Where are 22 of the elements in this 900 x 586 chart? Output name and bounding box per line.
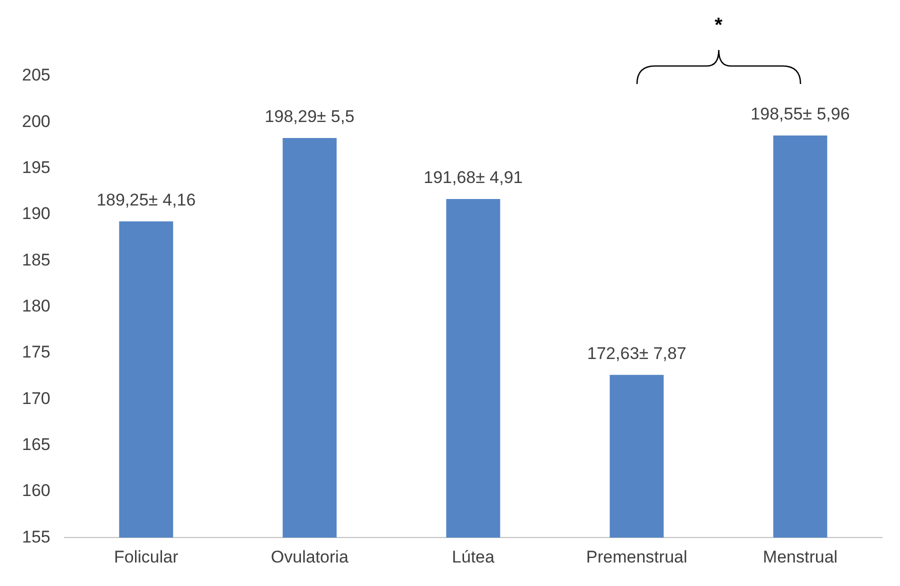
x-tick-label: Menstrual: [762, 547, 838, 566]
y-tick-label: 170: [22, 388, 50, 408]
y-tick-label: 175: [22, 342, 50, 362]
y-tick-label: 205: [22, 66, 50, 85]
y-tick-label: 200: [22, 112, 50, 131]
y-tick-label: 160: [22, 481, 50, 500]
y-tick-label: 180: [22, 296, 50, 316]
x-tick-label: Lútea: [452, 547, 495, 566]
data-label: 189,25± 4,16: [96, 190, 196, 210]
y-tick-label: 190: [22, 204, 50, 224]
x-tick-label: Premenstrual: [586, 547, 688, 566]
y-tick-label: 155: [22, 527, 50, 546]
y-tick-label: 185: [22, 250, 50, 270]
data-label: 198,29± 5,5: [264, 107, 354, 126]
y-tick-label: 165: [22, 434, 50, 454]
data-label: 172,63± 7,87: [587, 344, 686, 364]
data-label: 198,55± 5,96: [750, 104, 850, 124]
text: *: [714, 14, 723, 37]
x-tick-label: Folicular: [114, 547, 179, 566]
x-tick-label: Ovulatoria: [270, 547, 349, 566]
y-tick-label: 195: [22, 158, 50, 178]
data-label: 191,68± 4,91: [424, 168, 523, 188]
